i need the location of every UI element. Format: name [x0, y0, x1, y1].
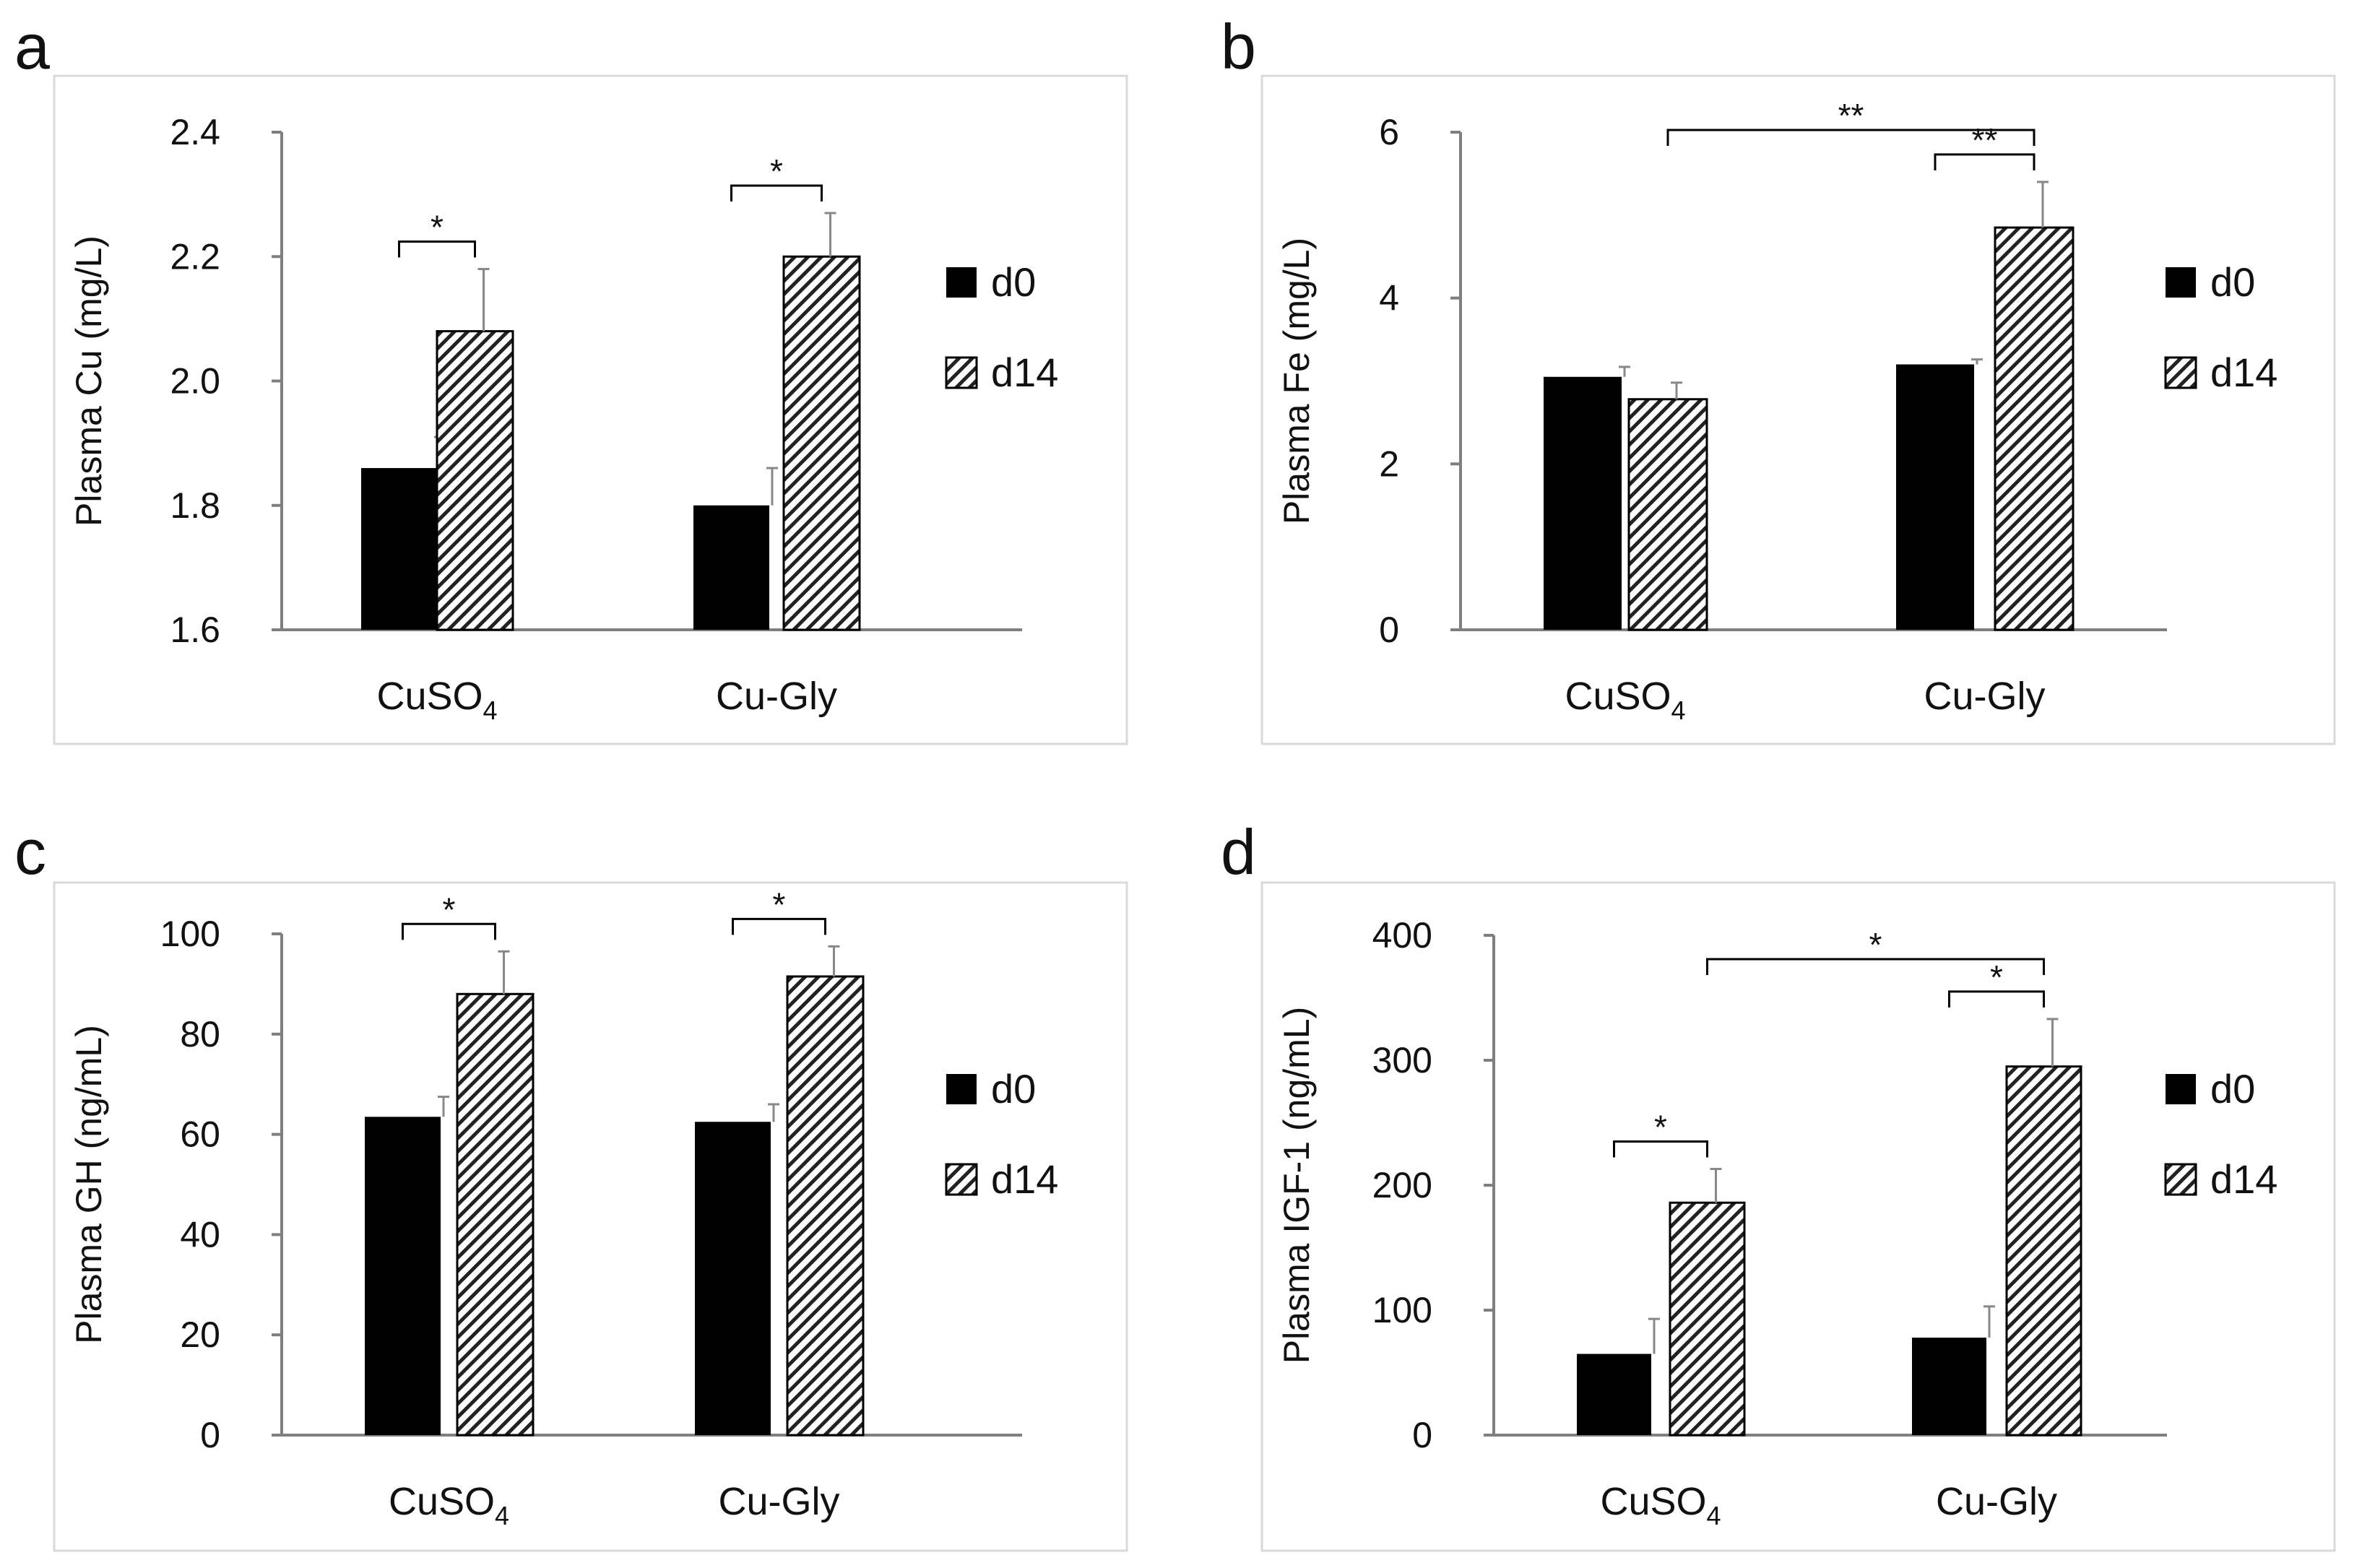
- y-tick-label: 100: [1372, 1290, 1432, 1330]
- panel-frame: [1260, 74, 2336, 745]
- legend-label-d0: d0: [991, 259, 1036, 305]
- panel-frame: [53, 74, 1128, 745]
- bar-d14-0: [1669, 1201, 1746, 1437]
- y-tick-label: 0: [1379, 610, 1399, 650]
- x-tick-label: CuSO4: [376, 675, 497, 725]
- y-tick-label: 0: [200, 1415, 220, 1455]
- panel-letter: c: [14, 816, 46, 888]
- bar-d0-1: [1896, 364, 1974, 630]
- legend-label-d14: d14: [2210, 1156, 2277, 1202]
- significance-label: *: [770, 152, 783, 190]
- bar-d14-1: [1994, 226, 2075, 631]
- bar-d14-1: [2005, 1065, 2082, 1437]
- bar-d14-1: [786, 975, 865, 1437]
- bar-d0-0: [361, 468, 437, 630]
- y-tick-label: 200: [1372, 1165, 1432, 1205]
- chart-panel-c: c 0 20 40 60 80 100 Plasma GH (ng/mL) CuSO4 Cu-Gl…: [14, 816, 1128, 1552]
- x-tick-label: CuSO4: [1600, 1480, 1721, 1530]
- chart-panel-a: a 1.6 1.8 2.0 2.2 2.4 Plasma Cu (mg/L) CuSO4 Cu-…: [14, 11, 1128, 745]
- panel-frame: [1260, 881, 2336, 1552]
- y-tick-label: 80: [180, 1014, 220, 1054]
- legend-label-d14: d14: [991, 1156, 1058, 1202]
- panel-letter: a: [14, 11, 50, 82]
- y-tick-label: 1.6: [170, 610, 220, 650]
- bar-d0-0: [365, 1117, 441, 1435]
- y-tick-label: 60: [180, 1114, 220, 1155]
- significance-label: *: [773, 885, 786, 923]
- chart-panel-b: b 0 2 4 6 Plasma Fe (mg/L) CuSO4 Cu-Gly ** ** d0 d1…: [1221, 11, 2336, 745]
- x-tick-label: CuSO4: [1565, 675, 1685, 725]
- bar-d14-0: [456, 992, 535, 1437]
- legend-swatch-d14: [2164, 1163, 2197, 1196]
- y-tick-label: 2.0: [170, 361, 220, 402]
- y-tick-label: 300: [1372, 1040, 1432, 1080]
- y-tick-label: 2: [1379, 443, 1399, 484]
- y-tick-label: 1.8: [170, 485, 220, 526]
- legend-label-d14: d14: [991, 350, 1058, 395]
- bar-d14-0: [436, 330, 514, 631]
- significance-bracket: [1934, 153, 2036, 170]
- y-tick-label: 100: [160, 914, 220, 954]
- bar-d0-0: [1544, 376, 1622, 630]
- bar-d0-1: [693, 505, 769, 630]
- significance-label: *: [1869, 926, 1882, 963]
- y-tick-label: 0: [1412, 1415, 1432, 1455]
- significance-bracket: [732, 917, 826, 935]
- bar-d14-0: [1627, 398, 1708, 631]
- panel-letter: d: [1221, 816, 1256, 888]
- significance-label: **: [1972, 121, 1998, 159]
- x-tick-label: CuSO4: [389, 1480, 509, 1530]
- significance-bracket: [398, 240, 476, 258]
- y-tick-label: 2.2: [170, 236, 220, 277]
- x-tick-label: Cu-Gly: [1924, 675, 2045, 718]
- significance-label: *: [431, 208, 444, 246]
- panels: a 1.6 1.8 2.0 2.2 2.4 Plasma Cu (mg/L) CuSO4 Cu-…: [14, 11, 2336, 1552]
- legend-swatch-d0: [946, 267, 977, 298]
- y-tick-label: 40: [180, 1214, 220, 1255]
- bar-d0-0: [1577, 1353, 1651, 1435]
- legend-label-d0: d0: [2210, 259, 2255, 305]
- legend-label-d0: d0: [991, 1066, 1036, 1112]
- x-tick-label: Cu-Gly: [716, 675, 837, 718]
- significance-bracket: [1666, 129, 2036, 146]
- legend-swatch-d0: [946, 1074, 977, 1104]
- y-axis-label: Plasma GH (ng/mL): [69, 1025, 109, 1344]
- x-tick-label: Cu-Gly: [1936, 1480, 2057, 1523]
- y-axis-label: Plasma Fe (mg/L): [1276, 238, 1317, 524]
- significance-label: **: [1838, 97, 1864, 134]
- x-tick-label: Cu-Gly: [718, 1480, 839, 1523]
- y-tick-label: 20: [180, 1314, 220, 1355]
- bar-d14-1: [782, 255, 861, 631]
- bar-d0-1: [695, 1122, 771, 1435]
- significance-label: *: [1654, 1109, 1667, 1146]
- panel-frame: [53, 881, 1128, 1552]
- legend-swatch-d0: [2166, 1074, 2196, 1104]
- y-tick-label: 6: [1379, 112, 1399, 152]
- significance-bracket: [1706, 958, 2045, 975]
- significance-bracket: [730, 184, 823, 202]
- legend-label-d0: d0: [2210, 1066, 2255, 1112]
- bar-d0-1: [1912, 1338, 1986, 1435]
- significance-bracket: [402, 922, 496, 940]
- legend-swatch-d14: [945, 1163, 978, 1196]
- legend-swatch-d14: [945, 356, 978, 389]
- significance-label: *: [1990, 958, 2003, 996]
- y-tick-label: 2.4: [170, 112, 220, 152]
- legend-swatch-d0: [2166, 267, 2196, 298]
- y-axis-label: Plasma IGF-1 (ng/mL): [1276, 1007, 1317, 1364]
- significance-bracket: [1948, 990, 2045, 1008]
- significance-bracket: [1613, 1140, 1708, 1158]
- legend-swatch-d14: [2164, 356, 2197, 389]
- panel-letter: b: [1221, 11, 1256, 82]
- y-tick-label: 400: [1372, 915, 1432, 956]
- y-tick-label: 4: [1379, 278, 1399, 319]
- legend-label-d14: d14: [2210, 350, 2277, 395]
- significance-label: *: [443, 891, 456, 928]
- y-axis-label: Plasma Cu (mg/L): [69, 235, 109, 527]
